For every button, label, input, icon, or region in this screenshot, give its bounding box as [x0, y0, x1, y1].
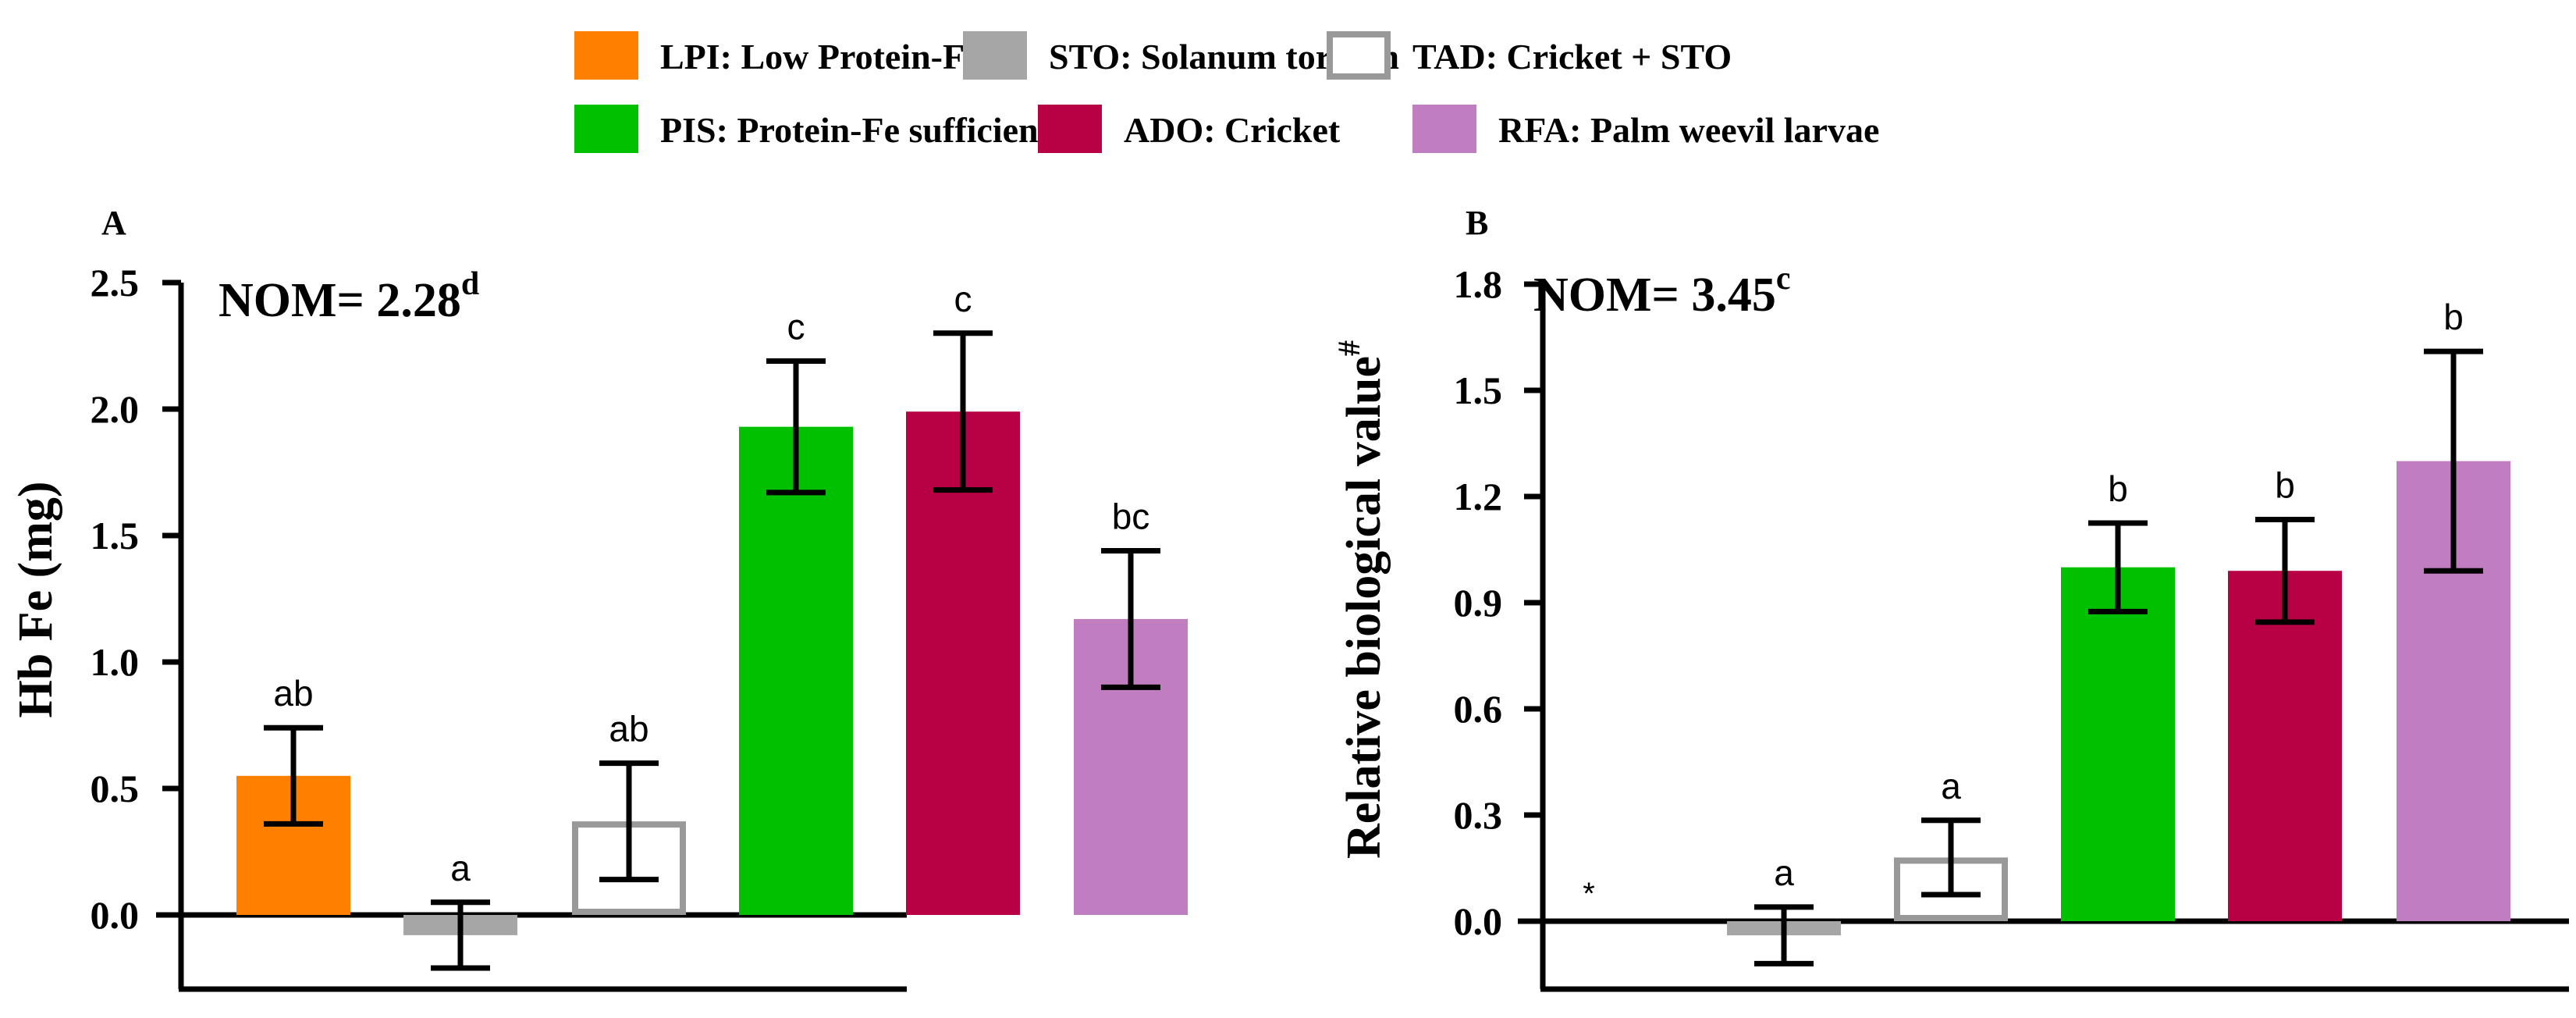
y-axis-label-superscript: #	[1331, 340, 1366, 356]
y-tick-label: 1.5	[1454, 368, 1503, 412]
y-tick-label: 0.0	[1454, 899, 1503, 943]
legend-label-lpi: LPI: Low Protein-Fe	[660, 37, 981, 77]
significance-label-rfa: bc	[1112, 496, 1150, 536]
y-axis-label: Relative biological value#	[1331, 340, 1391, 859]
significance-label-tad: ab	[609, 709, 648, 749]
bar-pis	[2061, 567, 2175, 921]
panel-a: A 0.0 0.5 1.0 1.5 2.0 2.5 Hb Fe (mg) NOM= 2.28d a…	[9, 204, 1188, 992]
y-tick-label: 0.6	[1454, 687, 1503, 731]
legend-label-tad: TAD: Cricket + STO	[1412, 37, 1732, 77]
nom-annotation-text: NOM= 3.45	[1533, 269, 1776, 322]
y-tick-label: 0.0	[91, 893, 140, 937]
missing-marker-lpi: *	[1583, 877, 1595, 911]
significance-label-pis: b	[2108, 468, 2128, 509]
panel-b: B 0.0 0.3 0.6 0.9 1.2 1.5 1.8 Relative biologica…	[1331, 204, 2569, 992]
legend-label-rfa: RFA: Palm weevil larvae	[1498, 110, 1879, 150]
y-tick-label: 1.0	[91, 640, 140, 684]
legend-swatch-rfa	[1412, 105, 1476, 153]
nom-annotation-superscript: c	[1776, 261, 1791, 297]
bar-pis	[739, 426, 853, 915]
y-axis-label: Hb Fe (mg)	[9, 481, 62, 717]
significance-label-rfa: b	[2443, 297, 2464, 337]
significance-label-lpi: ab	[273, 673, 313, 714]
legend-label-pis: PIS: Protein-Fe sufficient	[660, 110, 1051, 150]
y-tick-label: 1.5	[91, 514, 140, 557]
nom-annotation: NOM= 3.45c	[1533, 261, 1791, 322]
significance-label-tad: a	[1941, 766, 1961, 806]
nom-annotation-superscript: d	[461, 266, 479, 302]
significance-label-sto: a	[450, 848, 471, 888]
significance-label-ado: c	[954, 279, 972, 319]
y-tick-label: 0.3	[1454, 793, 1503, 837]
panel-letter: B	[1466, 204, 1488, 242]
legend-swatch-lpi	[574, 31, 638, 80]
significance-label-sto: a	[1774, 852, 1794, 893]
nom-annotation-text: NOM= 2.28	[219, 274, 461, 327]
bar-ado	[2228, 571, 2342, 921]
y-tick-label: 1.2	[1454, 475, 1503, 518]
legend: LPI: Low Protein-Fe STO: Solanum torvum TA…	[574, 31, 1879, 153]
legend-swatch-ado	[1038, 105, 1102, 153]
y-tick-label: 2.5	[91, 261, 140, 304]
y-tick-label: 0.9	[1454, 581, 1503, 625]
significance-label-pis: c	[787, 306, 805, 347]
panel-letter: A	[101, 204, 126, 242]
y-axis-label-text: Hb Fe (mg)	[9, 481, 62, 717]
legend-label-ado: ADO: Cricket	[1124, 110, 1341, 150]
nom-annotation: NOM= 2.28d	[219, 266, 479, 327]
significance-label-ado: b	[2275, 465, 2295, 505]
y-axis-label-text: Relative biological value	[1338, 356, 1391, 859]
legend-swatch-tad	[1327, 31, 1391, 80]
y-tick-label: 0.5	[91, 767, 140, 810]
y-tick-label: 2.0	[91, 387, 140, 431]
legend-swatch-sto	[963, 31, 1027, 80]
y-tick-label: 1.8	[1454, 262, 1503, 306]
bar-ado	[906, 411, 1020, 915]
legend-swatch-pis	[574, 105, 638, 153]
